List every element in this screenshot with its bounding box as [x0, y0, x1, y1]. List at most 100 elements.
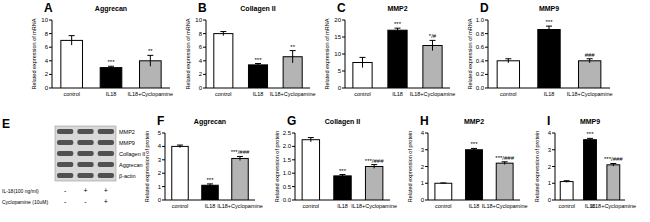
y-axis-label: Related expression of protein	[274, 131, 280, 203]
y-tick-label: 4	[158, 143, 162, 149]
x-tick-label: IL18	[392, 91, 403, 97]
y-tick	[49, 74, 52, 75]
significance: ***	[586, 131, 594, 137]
error-cap	[255, 63, 261, 64]
panel: HMMP2Related expression of protein01234c…	[407, 114, 528, 209]
blot-band	[57, 151, 73, 156]
y-tick	[49, 20, 52, 21]
y-tick-label: 2.0	[283, 143, 292, 149]
y-axis-label: Related expression of mRNA	[324, 18, 330, 89]
treatment-sign: +	[83, 187, 87, 194]
treatment-label: IL-18(100 ng/ml)	[2, 188, 39, 194]
error-bar	[505, 59, 511, 63]
y-tick-label: 0	[338, 85, 342, 91]
significance: ***	[470, 141, 478, 147]
bar	[202, 185, 219, 200]
panel-letter: F	[157, 114, 164, 128]
y-tick	[203, 20, 206, 21]
y-tick-label: 0.0	[476, 85, 485, 91]
error-cap	[371, 164, 377, 165]
marks	[353, 28, 442, 88]
y-tick-label: 0	[45, 85, 49, 91]
y-tick	[292, 186, 295, 187]
y-tick-label: 2	[158, 170, 162, 176]
x-tick-label: IL18+Cyclopamine	[351, 203, 397, 209]
y-axis	[488, 20, 489, 88]
y-tick	[162, 200, 165, 201]
blot-membrane	[55, 126, 116, 181]
error-bar	[471, 148, 477, 151]
y-axis	[295, 133, 296, 200]
error-line	[549, 26, 550, 33]
y-tick	[552, 133, 555, 134]
error-line	[432, 40, 433, 50]
error-line	[292, 51, 293, 63]
blot-band	[98, 129, 114, 134]
title: Aggrecan	[194, 118, 226, 126]
bar	[497, 61, 519, 88]
y-tick	[162, 173, 165, 174]
significance: ***	[254, 57, 262, 63]
y-tick	[342, 54, 345, 55]
panel-letter: D	[480, 1, 489, 15]
blot-band	[98, 151, 114, 156]
y-tick-label: 4	[199, 58, 203, 64]
y-tick-label: 1	[158, 184, 162, 190]
x-tick-label: IL18+Cyclopamine	[217, 203, 263, 209]
y-tick	[552, 166, 555, 167]
bar	[61, 40, 83, 88]
x-tick-label: IL18	[253, 91, 264, 97]
significance: ***	[107, 59, 115, 65]
blot-band	[98, 162, 114, 167]
error-cap	[440, 182, 446, 183]
title: MMP2	[464, 118, 484, 125]
x-tick-label: IL18+Cyclopamine	[482, 203, 528, 209]
y-tick	[342, 37, 345, 38]
bar	[607, 165, 620, 200]
y-tick	[425, 166, 428, 167]
y-tick-label: 0.4	[476, 58, 485, 64]
error-bar	[610, 163, 616, 166]
error-cap	[471, 148, 477, 149]
panel-letter: C	[337, 1, 346, 15]
bar	[334, 176, 351, 200]
y-tick-label: 4	[421, 130, 425, 136]
treatment-label: Cyclopamine (10uM)	[2, 199, 48, 205]
significance: ***	[206, 177, 214, 183]
x-tick-label: control	[172, 203, 189, 209]
treatment-sign: +	[104, 198, 108, 205]
y-tick-label: 3	[421, 147, 425, 153]
error-cap	[564, 180, 570, 181]
y-tick	[49, 47, 52, 48]
figure: AAggrecanRelated expression of mRNA02468…	[0, 0, 650, 222]
panel: BCollagen IIRelated expression of mRNA02…	[185, 1, 316, 97]
error-cap	[290, 50, 296, 51]
panel-letter: B	[198, 1, 207, 15]
panel-letter: I	[547, 114, 550, 128]
error-line	[589, 59, 590, 63]
bar	[584, 140, 597, 200]
y-tick-label: 0.2	[476, 71, 485, 77]
error-bar	[108, 66, 114, 69]
x-tick-label: IL18	[544, 91, 555, 97]
x-tick-label: control	[354, 91, 371, 97]
y-tick	[342, 20, 345, 21]
y-tick-label: 8	[45, 31, 49, 37]
error-line	[397, 28, 398, 32]
blot-band	[77, 151, 93, 156]
blot-band	[57, 129, 73, 134]
y-tick-label: 0.6	[476, 44, 485, 50]
significance: ***/###	[495, 155, 514, 161]
x-tick-label: IL18	[205, 203, 216, 209]
blot-band	[57, 140, 73, 145]
treatment-sign: -	[84, 198, 87, 205]
panel-letter: H	[420, 114, 429, 128]
bar	[232, 158, 249, 200]
bar	[560, 182, 573, 200]
y-tick-label: 20	[334, 17, 341, 23]
title: Collagen II	[325, 118, 360, 126]
treatment-sign: -	[64, 198, 67, 205]
blot-row-label: Aggrecan	[119, 162, 143, 168]
error-bar	[220, 32, 226, 36]
y-tick-label: 0.5	[283, 184, 292, 190]
